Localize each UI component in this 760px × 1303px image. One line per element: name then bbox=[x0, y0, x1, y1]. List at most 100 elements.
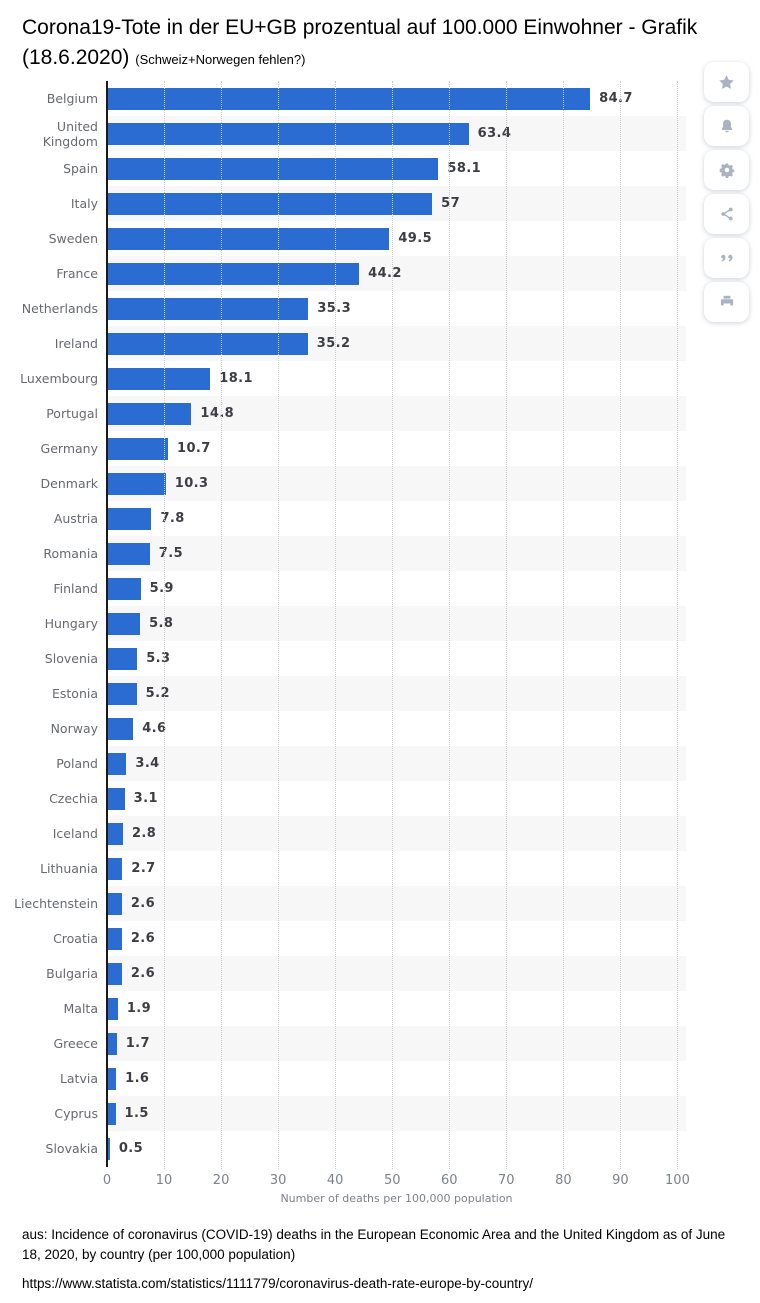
bar[interactable] bbox=[107, 297, 309, 320]
country-label: Slovakia bbox=[45, 1141, 98, 1156]
value-label: 5.2 bbox=[145, 686, 170, 701]
chart-row: Netherlands 35.3 bbox=[0, 291, 686, 326]
bar[interactable] bbox=[107, 192, 433, 215]
favorite-button[interactable] bbox=[704, 62, 749, 102]
row-plot: 10.3 bbox=[107, 466, 686, 501]
print-button[interactable] bbox=[704, 282, 749, 322]
bar[interactable] bbox=[107, 402, 192, 425]
chart-row: Germany 10.7 bbox=[0, 431, 686, 466]
x-tick-label: 0 bbox=[102, 1173, 112, 1188]
value-label: 58.1 bbox=[447, 161, 482, 176]
chart-row: Slovenia 5.3 bbox=[0, 641, 686, 676]
chart-row: Latvia 1.6 bbox=[0, 1061, 686, 1096]
page-title-line1: Corona19-Tote in der EU+GB prozentual au… bbox=[22, 16, 698, 39]
row-plot: 1.7 bbox=[107, 1026, 686, 1061]
bar[interactable] bbox=[107, 752, 127, 775]
row-plot: 7.8 bbox=[107, 501, 686, 536]
bar-chart: Belgium 84.7 United Kingdom 63.4 Spain 58.1 It… bbox=[0, 81, 690, 1205]
settings-button[interactable] bbox=[704, 150, 749, 190]
x-tick-label: 50 bbox=[383, 1173, 401, 1188]
bar[interactable] bbox=[107, 122, 469, 145]
value-label: 14.8 bbox=[200, 406, 235, 421]
value-label: 44.2 bbox=[368, 266, 402, 281]
bar[interactable] bbox=[107, 87, 591, 110]
country-label: United Kingdom bbox=[42, 118, 98, 149]
row-plot: 2.6 bbox=[107, 956, 686, 991]
row-plot: 44.2 bbox=[107, 256, 686, 291]
bar[interactable] bbox=[107, 682, 137, 705]
bar[interactable] bbox=[107, 857, 123, 880]
bar[interactable] bbox=[107, 997, 118, 1020]
row-plot: 5.8 bbox=[107, 606, 686, 641]
bar[interactable] bbox=[107, 157, 439, 180]
bar[interactable] bbox=[107, 437, 169, 460]
bar[interactable] bbox=[107, 1137, 110, 1160]
bar[interactable] bbox=[107, 472, 166, 495]
cite-button[interactable] bbox=[704, 238, 749, 278]
bar[interactable] bbox=[107, 332, 308, 355]
bar[interactable] bbox=[107, 787, 125, 810]
row-plot: 2.6 bbox=[107, 886, 686, 921]
row-plot: 57 bbox=[107, 186, 686, 221]
row-plot: 35.2 bbox=[107, 326, 686, 361]
share-button[interactable] bbox=[704, 194, 749, 234]
bell-icon bbox=[719, 118, 735, 135]
row-plot: 2.6 bbox=[107, 921, 686, 956]
country-label: France bbox=[56, 266, 98, 281]
bar[interactable] bbox=[107, 647, 138, 670]
country-label: Malta bbox=[63, 1001, 98, 1016]
country-label: Spain bbox=[63, 161, 98, 176]
page-title-note: (Schweiz+Norwegen fehlen?) bbox=[135, 52, 306, 67]
row-plot: 1.6 bbox=[107, 1061, 686, 1096]
value-label: 3.4 bbox=[135, 756, 160, 771]
bar[interactable] bbox=[107, 542, 150, 565]
row-plot: 3.4 bbox=[107, 746, 686, 781]
bar[interactable] bbox=[107, 612, 141, 635]
value-label: 18.1 bbox=[219, 371, 253, 386]
bar[interactable] bbox=[107, 1102, 116, 1125]
chart-row: Croatia 2.6 bbox=[0, 921, 686, 956]
country-label: Latvia bbox=[59, 1071, 98, 1086]
row-plot: 4.6 bbox=[107, 711, 686, 746]
bar[interactable] bbox=[107, 262, 360, 285]
x-axis-title: Number of deaths per 100,000 population bbox=[280, 1192, 513, 1205]
bar[interactable] bbox=[107, 507, 152, 530]
country-label: Slovenia bbox=[44, 651, 98, 666]
page-title-date: (18.6.2020) bbox=[22, 46, 130, 69]
country-label: Liechtenstein bbox=[14, 896, 98, 911]
country-label: Sweden bbox=[48, 231, 98, 246]
value-label: 5.3 bbox=[146, 651, 171, 666]
bar[interactable] bbox=[107, 717, 134, 740]
bar[interactable] bbox=[107, 962, 122, 985]
value-label: 2.6 bbox=[130, 896, 156, 911]
country-label: Ireland bbox=[54, 336, 98, 351]
chart-row: Hungary 5.8 bbox=[0, 606, 686, 641]
row-plot: 2.7 bbox=[107, 851, 686, 886]
value-label: 57 bbox=[441, 196, 461, 211]
country-label: Greece bbox=[53, 1036, 99, 1051]
bar[interactable] bbox=[107, 227, 390, 250]
chart-row: Austria 7.8 bbox=[0, 501, 686, 536]
bar[interactable] bbox=[107, 1067, 117, 1090]
value-label: 5.8 bbox=[149, 616, 174, 631]
bar[interactable] bbox=[107, 927, 122, 950]
row-plot: 35.3 bbox=[107, 291, 686, 326]
alerts-button[interactable] bbox=[704, 106, 749, 146]
bar[interactable] bbox=[107, 367, 211, 390]
bar[interactable] bbox=[107, 822, 123, 845]
source-url: https://www.statista.com/statistics/1111… bbox=[22, 1276, 533, 1292]
row-plot: 63.4 bbox=[107, 116, 686, 151]
row-plot: 7.5 bbox=[107, 536, 686, 571]
country-label: Netherlands bbox=[21, 301, 98, 316]
bar[interactable] bbox=[107, 892, 122, 915]
chart-row: Luxembourg 18.1 bbox=[0, 361, 686, 396]
country-label: Denmark bbox=[40, 476, 98, 491]
country-label: Finland bbox=[53, 581, 98, 596]
row-plot: 2.8 bbox=[107, 816, 686, 851]
bar[interactable] bbox=[107, 577, 141, 600]
value-label: 0.5 bbox=[118, 1141, 144, 1156]
bar[interactable] bbox=[107, 1032, 117, 1055]
row-plot: 10.7 bbox=[107, 431, 686, 466]
x-tick-label: 80 bbox=[555, 1173, 572, 1188]
country-label: Germany bbox=[40, 441, 98, 456]
